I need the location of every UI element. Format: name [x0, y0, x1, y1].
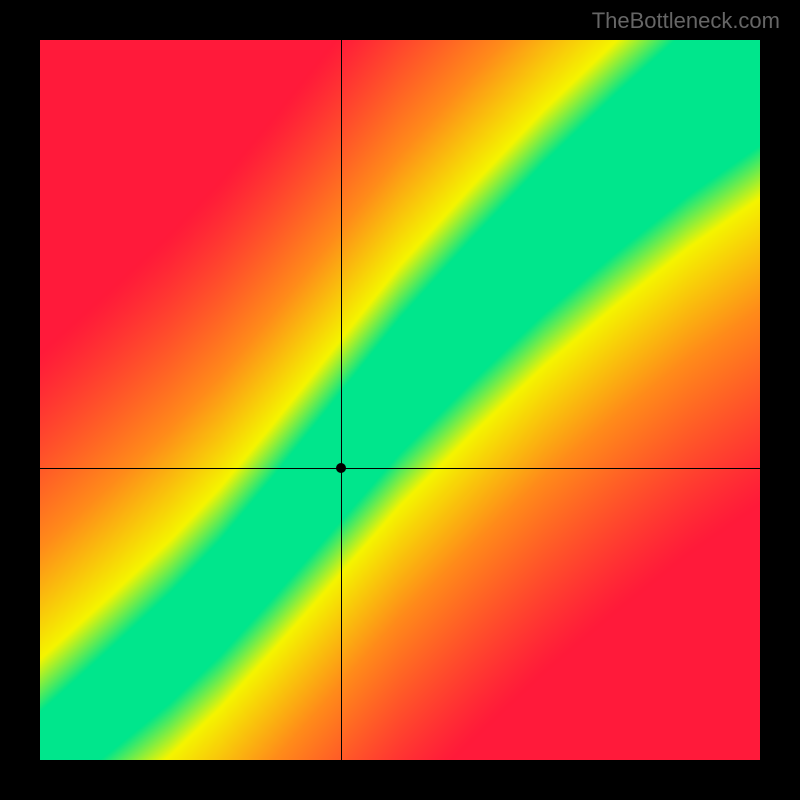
datapoint-marker	[336, 463, 346, 473]
crosshair-horizontal	[40, 468, 760, 469]
crosshair-vertical	[341, 40, 342, 760]
watermark-text: TheBottleneck.com	[592, 8, 780, 34]
heatmap-canvas	[40, 40, 760, 760]
bottleneck-heatmap	[40, 40, 760, 760]
